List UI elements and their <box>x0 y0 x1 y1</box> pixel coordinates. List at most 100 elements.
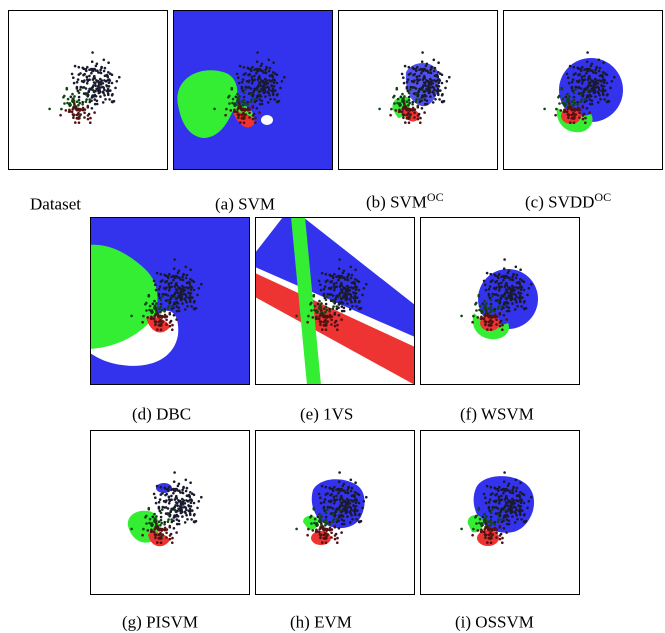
scatter-point <box>426 100 429 103</box>
scatter-point <box>160 486 163 489</box>
scatter-point <box>595 67 598 70</box>
scatter-point <box>159 537 162 540</box>
scatter-point <box>181 515 184 518</box>
scatter-point <box>185 266 188 269</box>
scatter-point <box>318 280 321 283</box>
scatter-point <box>130 315 133 318</box>
scatter-point <box>558 102 561 105</box>
scatter-point <box>606 101 609 104</box>
scatter-point <box>484 324 487 327</box>
caption-svdd-oc: (c) SVDDOC <box>525 190 611 213</box>
scatter-point <box>261 87 264 90</box>
scatter-point <box>421 51 424 54</box>
scatter-point <box>153 300 156 303</box>
scatter-point <box>70 96 73 99</box>
scatter-point <box>478 507 481 510</box>
scatter-point <box>424 90 427 93</box>
scatter-point <box>102 101 105 104</box>
scatter-point <box>100 72 103 75</box>
scatter-point <box>154 324 157 327</box>
scatter-point <box>172 279 175 282</box>
scatter-point <box>263 91 266 94</box>
scatter-point <box>571 100 574 103</box>
scatter-point <box>483 300 486 303</box>
scatter-point <box>178 270 181 273</box>
scatter-point <box>268 94 271 97</box>
scatter-point <box>345 511 348 514</box>
scatter-point <box>555 108 558 111</box>
scatter-point <box>472 528 475 531</box>
scatter-point <box>434 67 437 70</box>
scatter-point <box>504 302 507 305</box>
scatter-point <box>500 518 503 521</box>
scatter-point <box>407 104 410 107</box>
scatter-point <box>583 78 586 81</box>
scatter-point <box>422 89 425 92</box>
scatter-point <box>324 524 327 527</box>
scatter-point <box>404 65 407 68</box>
scatter-point <box>231 87 234 90</box>
scatter-point <box>159 524 162 527</box>
scatter-point <box>604 89 607 92</box>
scatter-point <box>515 514 518 517</box>
scatter-point <box>77 78 80 81</box>
scatter-point <box>241 81 244 84</box>
scatter-point <box>588 111 591 114</box>
scatter-point <box>520 505 523 508</box>
scatter-point <box>198 287 201 290</box>
scatter-point <box>281 80 284 83</box>
scatter-point <box>523 521 526 524</box>
scatter-point <box>503 267 506 270</box>
scatter-point <box>169 538 172 541</box>
scatter-point <box>494 274 497 277</box>
scatter-point <box>185 490 188 493</box>
scatter-point <box>74 121 77 124</box>
scatter-point <box>178 307 181 310</box>
scatter-point <box>152 516 155 519</box>
scatter-point <box>193 301 196 304</box>
scatter-point <box>346 302 349 305</box>
scatter-point <box>511 302 514 305</box>
scatter-point <box>397 98 400 101</box>
scatter-point <box>485 289 488 292</box>
scatter-point <box>243 121 246 124</box>
scatter-point <box>358 502 361 505</box>
scatter-point <box>335 282 338 285</box>
scatter-point <box>489 311 492 314</box>
scatter-point <box>490 486 493 489</box>
scatter-point <box>561 87 564 90</box>
scatter-point <box>94 85 97 88</box>
scatter-point <box>161 279 164 282</box>
scatter-point <box>93 75 96 78</box>
scatter-point <box>268 59 271 62</box>
scatter-point <box>330 323 333 326</box>
scatter-point <box>501 308 504 311</box>
scatter-point <box>160 303 163 306</box>
scatter-point <box>333 502 336 505</box>
scatter-point <box>167 513 170 516</box>
scatter-point <box>260 79 263 82</box>
scatter-point <box>306 534 309 537</box>
scatter-point <box>416 76 419 79</box>
scatter-point <box>503 314 506 317</box>
scatter-point <box>185 286 188 289</box>
scatter-point <box>521 509 524 512</box>
scatter-point <box>408 121 411 124</box>
scatter-point <box>325 516 328 519</box>
scatter-point <box>326 320 329 323</box>
scatter-point <box>490 273 493 276</box>
scatter-point <box>584 121 587 124</box>
scatter-point <box>343 294 346 297</box>
scatter-point <box>90 72 93 75</box>
scatter-point <box>174 296 177 299</box>
scatter-point <box>350 509 353 512</box>
scatter-point <box>307 315 310 318</box>
scatter-point <box>506 510 509 513</box>
scatter-point <box>406 100 409 103</box>
scatter-point <box>519 295 522 298</box>
scatter-point <box>351 305 354 308</box>
scatter-point <box>433 79 436 82</box>
scatter-point <box>505 495 508 498</box>
scatter-point <box>336 308 339 311</box>
scatter-point <box>499 312 502 315</box>
